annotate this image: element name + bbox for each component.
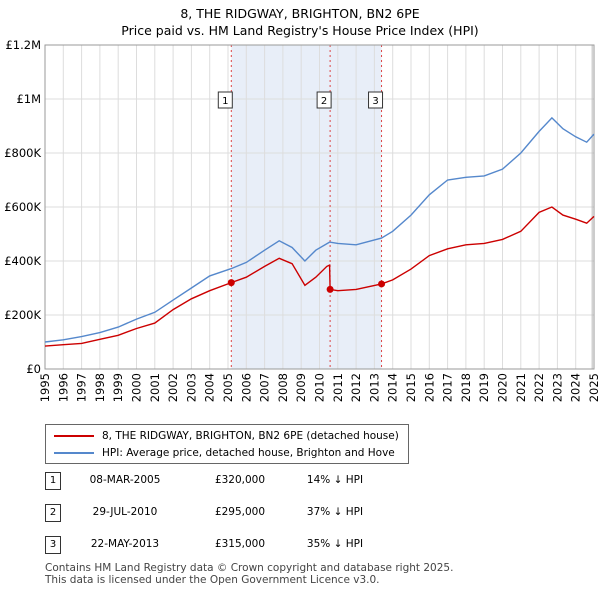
sale-price: £295,000: [214, 506, 266, 518]
x-tick-label: 2025: [587, 373, 600, 402]
x-tick-label: 2021: [514, 373, 528, 402]
sale-date: 08-MAR-2005: [89, 474, 161, 486]
sale-price: £320,000: [214, 474, 266, 486]
y-tick-label: £1M: [16, 92, 41, 106]
sale-number-label: 1: [222, 96, 228, 107]
legend-item-hpi: HPI: Average price, detached house, Brig…: [54, 445, 395, 461]
legend-swatch-property: [54, 435, 94, 437]
sale-number: 3: [45, 536, 61, 554]
x-tick-label: 2013: [367, 373, 381, 402]
chart-title: 8, THE RIDGWAY, BRIGHTON, BN2 6PE: [180, 6, 420, 21]
sale-number-label: 3: [372, 96, 378, 107]
sale-price: £315,000: [214, 538, 266, 550]
x-tick-label: 2005: [221, 373, 235, 402]
sale-hpi-diff: 14% ↓ HPI: [306, 474, 364, 486]
x-tick-label: 2017: [441, 373, 455, 402]
sale-number: 2: [45, 504, 61, 522]
y-tick-label: £0: [26, 362, 41, 376]
footer: Contains HM Land Registry data © Crown c…: [45, 562, 453, 586]
x-tick-label: 2006: [239, 373, 253, 402]
x-tick-label: 2004: [203, 373, 217, 402]
x-tick-label: 1996: [56, 373, 70, 402]
x-tick-label: 2009: [294, 373, 308, 402]
x-tick-label: 2010: [313, 373, 327, 402]
x-tick-label: 2018: [459, 373, 473, 402]
x-tick-label: 2015: [404, 373, 418, 402]
series-line-property: [44, 206, 595, 347]
x-tick-label: 2024: [569, 373, 583, 402]
legend-label-property: 8, THE RIDGWAY, BRIGHTON, BN2 6PE (detac…: [102, 430, 399, 442]
chart-subtitle: Price paid vs. HM Land Registry's House …: [121, 23, 479, 38]
series-line-hpi: [44, 116, 595, 343]
x-tick-label: 2011: [331, 373, 345, 402]
legend-label-hpi: HPI: Average price, detached house, Brig…: [102, 447, 395, 459]
y-tick-label: £400K: [4, 254, 41, 268]
y-tick-label: £600K: [4, 200, 41, 214]
legend-swatch-hpi: [54, 452, 94, 454]
sale-point: [378, 280, 386, 288]
sale-number: 1: [45, 472, 61, 490]
price-chart: £0 £200K £400K £600K £800K £1M £1.2M 1995 1996 19…: [4, 38, 600, 402]
y-tick-label: £1.2M: [5, 38, 41, 52]
sale-date: 22-MAY-2013: [90, 538, 160, 550]
x-tick-label: 1997: [75, 373, 89, 402]
x-tick-label: 1995: [38, 373, 52, 402]
sale-hpi-diff: 37% ↓ HPI: [306, 506, 364, 518]
legend-item-property: 8, THE RIDGWAY, BRIGHTON, BN2 6PE (detac…: [54, 428, 399, 444]
x-tick-label: 2003: [184, 373, 198, 402]
legend: 8, THE RIDGWAY, BRIGHTON, BN2 6PE (detac…: [45, 424, 409, 464]
x-tick-label: 2012: [349, 373, 363, 402]
x-tick-label: 2023: [550, 373, 564, 402]
sale-number-box: [217, 91, 233, 109]
y-tick-label: £800K: [4, 146, 41, 160]
x-tick-label: 1999: [111, 373, 125, 402]
sale-number-box: [368, 91, 384, 109]
plot-frame: [44, 44, 595, 370]
sale-number-label: 2: [321, 96, 327, 107]
x-tick-label: 2001: [148, 373, 162, 402]
x-tick-label: 2016: [422, 373, 436, 402]
x-tick-label: 2022: [532, 373, 546, 402]
x-tick-label: 2007: [258, 373, 272, 402]
sale-hpi-diff: 35% ↓ HPI: [306, 538, 364, 550]
x-tick-label: 2020: [496, 373, 510, 402]
x-tick-label: 2000: [130, 373, 144, 402]
sale-point: [326, 285, 334, 293]
x-tick-label: 2019: [477, 373, 491, 402]
y-tick-label: £200K: [4, 308, 41, 322]
x-tick-label: 2014: [386, 373, 400, 402]
footer-licence: This data is licensed under the Open Gov…: [45, 574, 380, 586]
x-tick-label: 2002: [166, 373, 180, 402]
sale-date: 29-JUL-2010: [92, 506, 158, 518]
x-tick-label: 1998: [93, 373, 107, 402]
sale-number-box: [316, 91, 332, 109]
footer-copyright: Contains HM Land Registry data © Crown c…: [45, 562, 454, 574]
x-tick-label: 2008: [276, 373, 290, 402]
sale-point: [227, 279, 235, 287]
